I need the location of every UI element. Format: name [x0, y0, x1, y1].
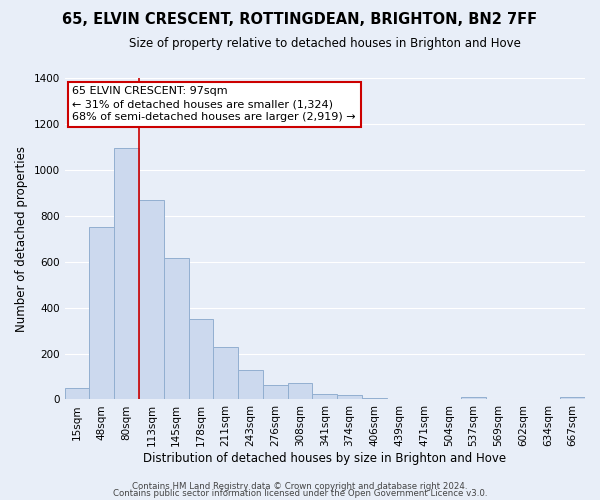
Bar	[287, 384, 313, 400]
Bar	[164, 258, 188, 400]
Bar	[139, 200, 164, 400]
Bar	[114, 148, 139, 400]
Bar	[263, 384, 287, 400]
Bar	[337, 396, 362, 400]
X-axis label: Distribution of detached houses by size in Brighton and Hove: Distribution of detached houses by size …	[143, 452, 506, 465]
Bar	[238, 370, 263, 400]
Bar	[313, 394, 337, 400]
Bar	[461, 396, 486, 400]
Bar	[362, 398, 387, 400]
Bar	[89, 228, 114, 400]
Bar	[214, 347, 238, 400]
Text: 65 ELVIN CRESCENT: 97sqm
← 31% of detached houses are smaller (1,324)
68% of sem: 65 ELVIN CRESCENT: 97sqm ← 31% of detach…	[73, 86, 356, 122]
Bar	[65, 388, 89, 400]
Text: Contains HM Land Registry data © Crown copyright and database right 2024.: Contains HM Land Registry data © Crown c…	[132, 482, 468, 491]
Text: 65, ELVIN CRESCENT, ROTTINGDEAN, BRIGHTON, BN2 7FF: 65, ELVIN CRESCENT, ROTTINGDEAN, BRIGHTO…	[62, 12, 538, 28]
Title: Size of property relative to detached houses in Brighton and Hove: Size of property relative to detached ho…	[129, 38, 521, 51]
Bar	[560, 396, 585, 400]
Text: Contains public sector information licensed under the Open Government Licence v3: Contains public sector information licen…	[113, 489, 487, 498]
Y-axis label: Number of detached properties: Number of detached properties	[15, 146, 28, 332]
Bar	[188, 319, 214, 400]
